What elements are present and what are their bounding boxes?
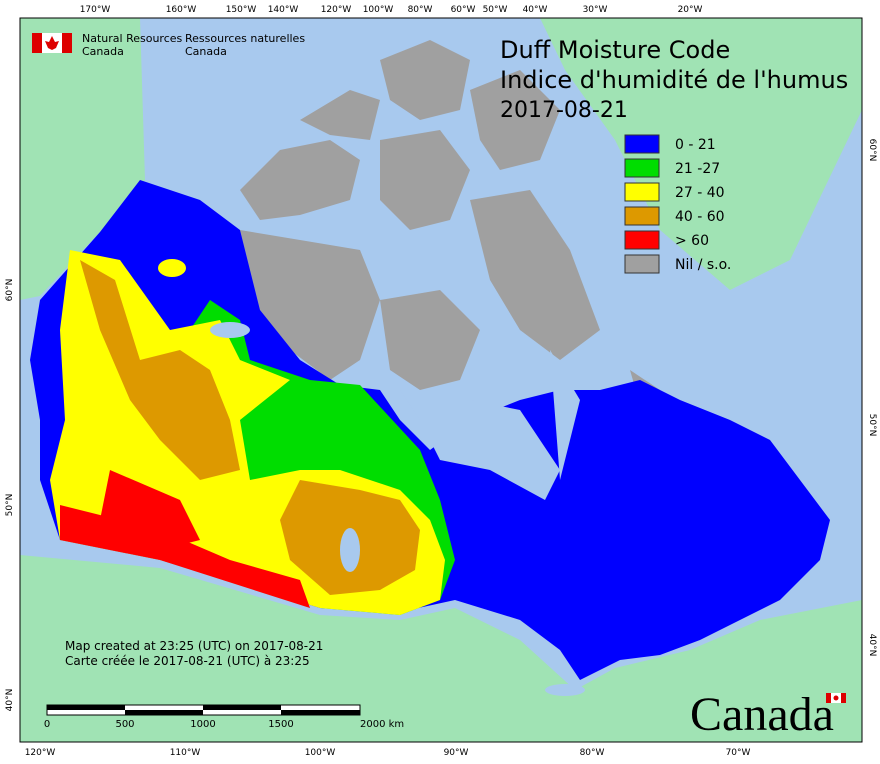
note: Map created at 23:25 (UTC) on 2017-08-21 [65,639,323,653]
legend-label: Nil / s.o. [675,257,731,273]
agency-en: Natural Resources [82,32,183,45]
legend-label: > 60 [675,233,709,249]
top-lon-label: 60°W [451,5,476,15]
scale-label: 500 [115,719,134,730]
wordmark: Canada [690,688,846,741]
scale-seg [203,705,281,710]
flag-bar [32,33,42,53]
scale-label: 1000 [190,719,215,730]
agency-fr: Ressources naturelles [185,32,305,45]
moisture-gt60-b [100,470,200,550]
greenland [540,18,862,290]
legend-swatch [624,134,660,154]
scale-label: 1500 [268,719,293,730]
graticule-labels: 170°W 160°W 150°W 140°W 120°W 100°W 80°W 60°W 50… [5,5,877,758]
scale-seg [281,710,360,715]
right-lat-label: 40°N [867,634,877,657]
left-lat-label: 60°N [5,279,15,302]
top-lon-label: 160°W [166,5,197,15]
legend-label: 21 -27 [675,161,720,177]
moisture-40-60 [80,260,240,480]
scale-label: 2000 km [360,719,404,730]
bottom-lon-label: 90°W [444,748,469,758]
scale-label: 0 [44,719,50,730]
flag-bar [62,33,72,53]
flag-bar [826,693,831,703]
top-lon-label: 30°W [583,5,608,15]
top-lon-label: 140°W [268,5,299,15]
legend-swatch [624,206,660,226]
top-lon-label: 150°W [226,5,257,15]
legend-swatch [624,182,660,202]
moisture-spot [158,259,186,277]
top-lon-label: 50°W [483,5,508,15]
lake [545,684,585,696]
agency-fr: Canada [185,45,227,58]
legend-label: 40 - 60 [675,209,725,225]
agency-en: Canada [82,45,124,58]
top-lon-label: 170°W [80,5,111,15]
bottom-lon-label: 80°W [580,748,605,758]
lake [210,322,250,338]
scale-seg [47,705,125,710]
left-lat-label: 40°N [5,689,15,712]
top-lon-label: 20°W [678,5,703,15]
title: Indice d'humidité de l'humus [500,66,848,94]
legend-label: 27 - 40 [675,185,725,201]
legend-label: 0 - 21 [675,137,716,153]
title: Duff Moisture Code [500,36,730,64]
lake [340,528,360,572]
title-date: 2017-08-21 [500,98,628,123]
top-lon-label: 80°W [408,5,433,15]
legend-swatch [624,158,660,178]
bottom-lon-label: 120°W [25,748,56,758]
left-lat-label: 50°N [5,494,15,517]
right-lat-label: 50°N [867,414,877,437]
alaska [20,18,145,300]
legend-swatch [624,254,660,274]
hudson-bay [550,350,580,480]
bottom-lon-label: 100°W [305,748,336,758]
map-body [20,18,862,742]
scale-bar: 0 500 1000 1500 2000 km [44,704,404,730]
flag-bar [841,693,846,703]
bottom-lon-label: 70°W [726,748,751,758]
note: Carte créée le 2017-08-21 (UTC) à 23:25 [65,654,310,668]
legend-swatch [624,230,660,250]
legend: 0 - 21 21 -27 27 - 40 40 - 60 > 60 Nil / s.o. [624,134,731,274]
maple-leaf [45,36,59,50]
bottom-lon-label: 110°W [170,748,201,758]
maple-leaf [833,695,839,701]
hudson-bay-2 [400,390,560,500]
scale-seg [125,710,203,715]
agency-logo: Natural Resources Canada Ressources natu… [32,32,305,58]
wordmark-text: Canada [690,688,834,741]
right-lat-label: 60°N [867,139,877,162]
map-border [19,17,863,743]
top-lon-label: 40°W [523,5,548,15]
usa [20,555,862,742]
top-lon-label: 100°W [363,5,394,15]
top-lon-label: 120°W [321,5,352,15]
